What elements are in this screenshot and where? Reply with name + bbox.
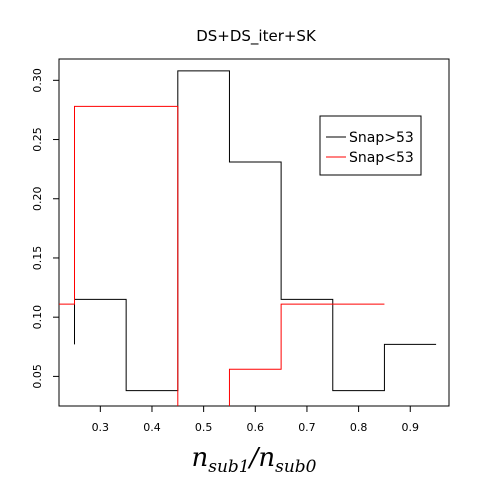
x-label-n-numerator: n	[191, 443, 208, 473]
x-tick-label: 0.5	[195, 421, 213, 434]
y-tick-label: 0.20	[31, 186, 44, 211]
x-label-n-denominator: n	[258, 443, 275, 473]
x-tick-label: 0.8	[350, 421, 368, 434]
series-layer	[59, 70, 437, 406]
legend-box	[319, 115, 422, 176]
x-tick-label: 0.4	[143, 421, 161, 434]
y-tick-label: 0.25	[31, 127, 44, 152]
legend: Snap>53 Snap<53	[319, 115, 422, 176]
x-label-slash: /	[247, 443, 261, 473]
x-tick-label: 0.3	[92, 421, 110, 434]
x-tick-label: 0.9	[402, 421, 420, 434]
series-line-snap-gt-53	[74, 70, 437, 392]
y-tick-label: 0.05	[31, 364, 44, 389]
y-tick-label: 0.10	[31, 305, 44, 330]
x-tick-label: 0.6	[247, 421, 265, 434]
x-label-sub0: sub0	[275, 457, 317, 477]
y-tick-label: 0.30	[31, 68, 44, 93]
x-axis: 0.3 0.4 0.5 0.6 0.7 0.8 0.9	[92, 406, 419, 434]
series-line-snap-lt-53	[59, 105, 385, 406]
x-label-sub1: sub1	[208, 457, 249, 477]
chart-title: DS+DS_iter+SK	[196, 27, 317, 46]
y-tick-label: 0.15	[31, 246, 44, 271]
legend-label-snap-lt-53: Snap<53	[349, 150, 414, 166]
x-tick-label: 0.7	[298, 421, 316, 434]
legend-label-snap-gt-53: Snap>53	[349, 130, 414, 146]
x-axis-label: nsub1/nsub0	[191, 443, 316, 477]
y-axis: 0.05 0.10 0.15 0.20 0.25 0.30	[31, 68, 59, 389]
plot-frame	[58, 58, 450, 407]
